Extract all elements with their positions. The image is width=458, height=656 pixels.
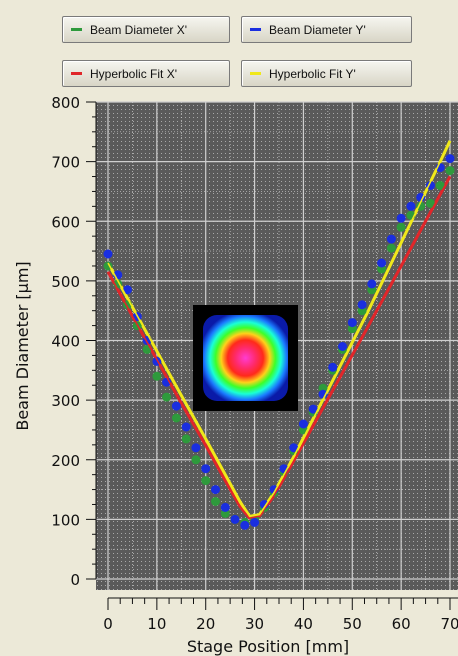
x-tick-label: 30 — [245, 615, 264, 633]
y-tick-label: 500 — [51, 273, 80, 291]
x-tick-label: 50 — [343, 615, 362, 633]
data-point — [152, 371, 162, 381]
data-point — [181, 422, 191, 432]
data-point — [162, 392, 172, 402]
data-point — [386, 243, 396, 253]
data-point — [230, 514, 240, 524]
data-point — [181, 434, 191, 444]
data-point — [396, 213, 406, 223]
series-layer — [103, 140, 455, 530]
y-tick-label: 300 — [51, 392, 80, 410]
data-point — [328, 362, 338, 372]
legend-swatch-red — [71, 72, 82, 75]
data-point — [338, 342, 347, 351]
x-tick-label: 60 — [392, 615, 411, 633]
x-tick-label: 40 — [294, 615, 313, 633]
series-line-overlay — [107, 176, 451, 519]
legend-label: Beam Diameter X' — [90, 22, 187, 37]
data-point — [250, 517, 260, 527]
data-point — [201, 464, 211, 474]
y-tick-label: 800 — [51, 94, 80, 112]
legend-swatch-green — [71, 28, 82, 31]
x-tick-label: 20 — [196, 615, 215, 633]
legend-button-hyperbolic-fit-y[interactable]: Hyperbolic Fit Y' — [241, 60, 412, 87]
series-line-overlay — [107, 140, 451, 518]
axes: 0 100 200 300 400 500 600 700 800 0 10 20 30 40 50 60 70 — [0, 94, 458, 656]
data-point — [201, 476, 211, 486]
legend-button-beam-diameter-x[interactable]: Beam Diameter X' — [62, 16, 230, 43]
x-tick-label: 0 — [103, 615, 113, 633]
x-tick-label: 10 — [147, 615, 166, 633]
data-point — [357, 300, 367, 310]
data-point — [386, 234, 396, 244]
data-point — [435, 181, 445, 190]
data-point — [347, 318, 357, 328]
data-point — [171, 401, 181, 411]
y-tick-label: 600 — [51, 213, 80, 231]
y-tick-label: 200 — [51, 452, 80, 470]
data-point — [298, 419, 308, 429]
data-point — [191, 455, 201, 465]
y-tick-label: 700 — [51, 154, 80, 172]
legend-label: Hyperbolic Fit Y' — [269, 66, 356, 81]
axis-labels: Stage Position [mm] Beam Diameter [µm] — [13, 261, 349, 656]
data-point — [171, 413, 181, 423]
legend-swatch-blue — [250, 28, 261, 31]
data-point — [406, 201, 416, 211]
data-point — [289, 443, 299, 453]
data-point — [220, 502, 230, 512]
y-axis-label: Beam Diameter [µm] — [13, 261, 32, 430]
x-axis-label: Stage Position [mm] — [187, 637, 349, 656]
y-tick-label: 100 — [51, 511, 80, 529]
data-point — [191, 443, 201, 453]
data-point — [445, 166, 455, 176]
y-tick-label: 400 — [51, 333, 80, 351]
data-point — [103, 249, 113, 259]
data-point — [123, 285, 132, 295]
data-point — [416, 192, 426, 202]
data-point — [426, 198, 435, 208]
data-point — [377, 258, 387, 268]
data-point — [308, 404, 318, 414]
data-point — [367, 279, 377, 289]
y-axis-band — [0, 95, 96, 656]
legend-swatch-yellow — [250, 72, 261, 75]
x-tick-label: 70 — [440, 615, 458, 633]
y-tick-label: 0 — [70, 571, 80, 589]
beam-profile-heatmap — [203, 315, 288, 401]
data-point — [240, 520, 250, 530]
data-point — [396, 222, 406, 232]
data-point — [211, 497, 220, 506]
data-point — [211, 485, 220, 495]
legend-button-hyperbolic-fit-x[interactable]: Hyperbolic Fit X' — [62, 60, 230, 87]
beam-profile-inset — [193, 305, 298, 411]
legend-label: Beam Diameter Y' — [269, 22, 366, 37]
legend-button-beam-diameter-y[interactable]: Beam Diameter Y' — [241, 16, 412, 43]
data-point — [445, 154, 455, 164]
legend-label: Hyperbolic Fit X' — [90, 66, 177, 81]
